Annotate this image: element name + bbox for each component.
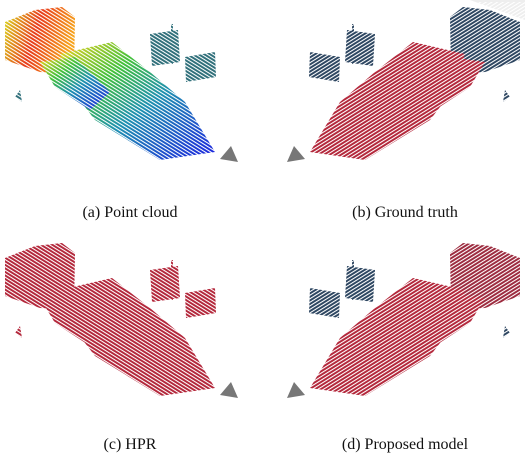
caption: (d) Proposed model bbox=[342, 436, 469, 453]
caption: (a) Point cloud bbox=[82, 204, 177, 221]
caption: (c) HPR bbox=[104, 436, 157, 453]
panel-a bbox=[0, 2, 240, 167]
panel-c bbox=[0, 238, 240, 403]
caption: (b) Ground truth bbox=[352, 204, 458, 221]
panel-d bbox=[285, 238, 525, 403]
panel-b bbox=[285, 2, 525, 167]
